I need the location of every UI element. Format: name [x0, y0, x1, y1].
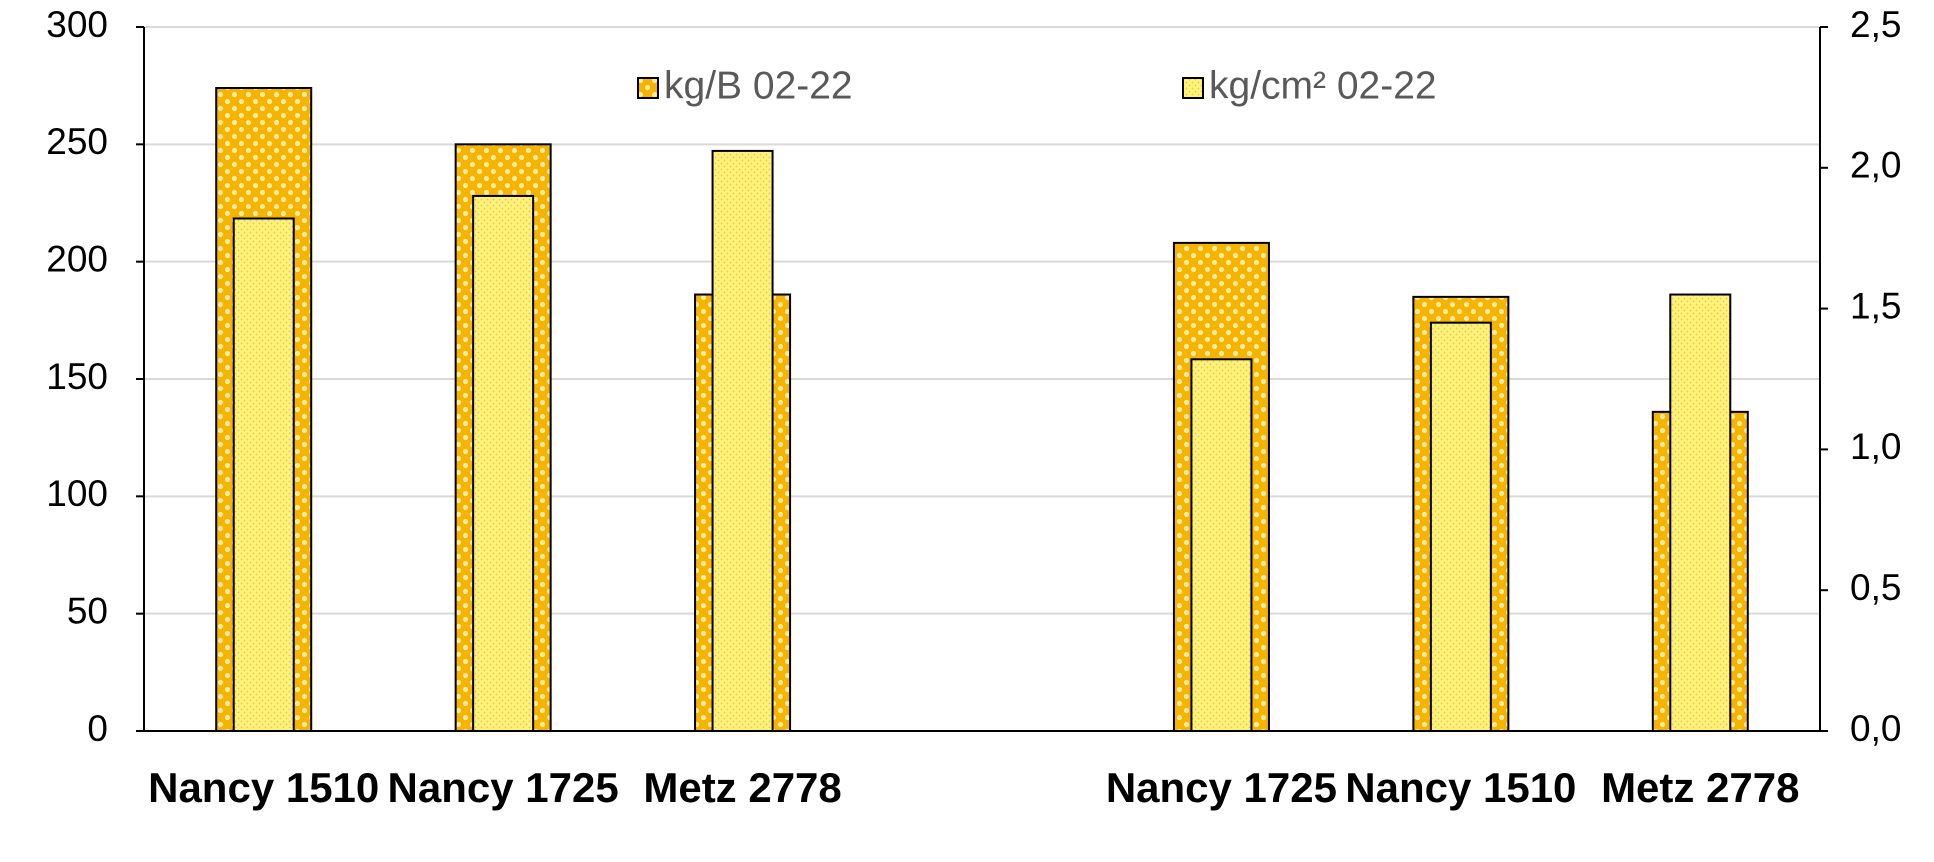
y-tick-label: 100: [46, 473, 108, 514]
y2-tick-label: 0,0: [1850, 708, 1901, 749]
bar: [472, 194, 535, 732]
bar: [1190, 358, 1253, 732]
x-tick-label: Metz 2778: [643, 764, 842, 811]
y-tick-label: 50: [67, 590, 108, 631]
bar: [1429, 321, 1492, 732]
y-tick-label: 300: [46, 4, 108, 45]
y2-tick-label: 0,5: [1850, 567, 1901, 608]
legend-label: kg/cm² 02-22: [1209, 64, 1437, 107]
bar: [232, 217, 295, 733]
y2-tick-label: 1,5: [1850, 285, 1901, 326]
y2-tick-label: 2,5: [1850, 4, 1901, 45]
bar: [711, 149, 774, 733]
legend-item: kg/B 02-22: [637, 64, 853, 107]
y-tick-label: 150: [46, 356, 108, 397]
y-tick-label: 200: [46, 238, 108, 279]
y2-tick-label: 2,0: [1850, 145, 1901, 186]
legend-label: kg/B 02-22: [664, 64, 853, 107]
x-tick-label: Nancy 1725: [387, 764, 619, 811]
legend-swatch: [637, 77, 659, 99]
x-tick-label: Nancy 1510: [148, 764, 380, 811]
y2-tick-label: 1,0: [1850, 426, 1901, 467]
x-tick-label: Nancy 1510: [1345, 764, 1577, 811]
legend-item: kg/cm² 02-22: [1182, 64, 1437, 107]
y-tick-label: 250: [46, 121, 108, 162]
x-tick-label: Nancy 1725: [1105, 764, 1337, 811]
y-tick-label: 0: [87, 708, 108, 749]
bar: [1669, 293, 1732, 732]
legend-swatch: [1182, 77, 1204, 99]
x-tick-label: Metz 2778: [1601, 764, 1800, 811]
